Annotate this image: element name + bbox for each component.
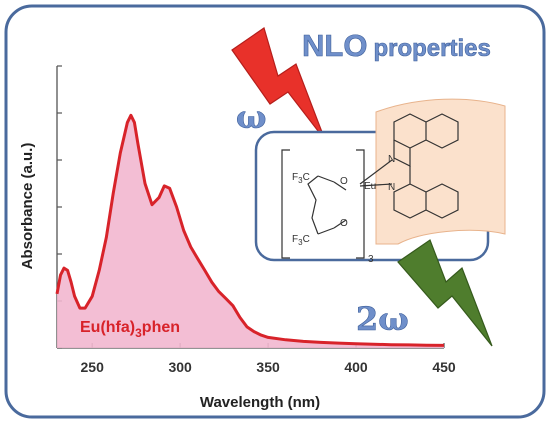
x-tick-label: 350 bbox=[256, 359, 280, 375]
nitrogen-label: N bbox=[388, 182, 395, 193]
x-tick-label: 400 bbox=[344, 359, 368, 375]
nitrogen-label: N bbox=[388, 154, 395, 165]
subscript-count: 3 bbox=[368, 254, 374, 265]
green-lightning-bolt-icon bbox=[397, 239, 493, 347]
chart-plot bbox=[55, 113, 445, 348]
x-tick-label: 300 bbox=[168, 359, 192, 375]
y-axis-title: Absorbance (a.u.) bbox=[19, 143, 36, 270]
nlo-title: NLO properties bbox=[302, 28, 491, 63]
oxygen-label: O bbox=[340, 218, 348, 229]
phen-highlight bbox=[375, 98, 506, 245]
x-axis-title: Wavelength (nm) bbox=[200, 394, 320, 411]
x-tick-label: 450 bbox=[432, 359, 456, 375]
absorbance-line bbox=[55, 113, 445, 347]
cf3-label: F3C bbox=[292, 172, 310, 185]
red-lightning-bolt-icon bbox=[231, 27, 326, 141]
eu-complex-structure bbox=[281, 113, 459, 259]
two-omega-label: 2ω bbox=[356, 300, 409, 338]
cf3-label: F3C bbox=[292, 234, 310, 247]
eu-label: Eu bbox=[364, 181, 376, 192]
x-tick-label: 250 bbox=[81, 359, 105, 375]
absorbance-area bbox=[57, 115, 444, 348]
oxygen-label: O bbox=[340, 176, 348, 187]
series-label: Eu(hfa)3phen bbox=[80, 319, 180, 340]
omega-label: ω bbox=[236, 98, 266, 136]
